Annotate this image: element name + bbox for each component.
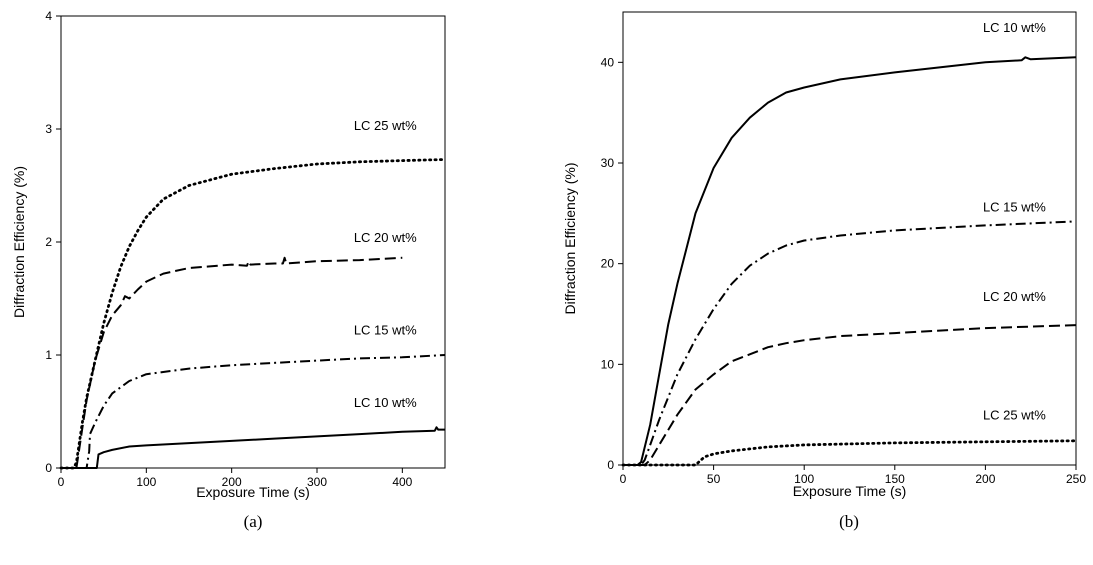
x-tick-label-a: 0 xyxy=(58,475,65,489)
x-tick-label-a: 400 xyxy=(392,475,412,489)
series-label-lc-15-wt-a: LC 15 wt% xyxy=(354,323,417,338)
series-line-lc-25-wt-a xyxy=(59,158,447,470)
panel-label-a: (a) xyxy=(244,512,263,531)
series-label-lc-15-wt-b: LC 15 wt% xyxy=(983,199,1046,214)
x-tick-label-a: 100 xyxy=(136,475,156,489)
x-tick-label-b: 250 xyxy=(1066,472,1086,486)
x-tick-label-a: 300 xyxy=(307,475,327,489)
y-axis-title-b: Diffraction Efficiency (%) xyxy=(562,163,578,315)
series-line-lc-15-wt-b xyxy=(623,220,1077,466)
y-tick-label-b: 10 xyxy=(601,357,615,371)
y-axis-title-a: Diffraction Efficiency (%) xyxy=(11,166,27,318)
plot-frame-b xyxy=(622,11,1077,466)
series-label-lc-25-wt-b: LC 25 wt% xyxy=(983,408,1046,423)
x-tick-label-b: 150 xyxy=(885,472,905,486)
x-tick-label-b: 0 xyxy=(620,472,627,486)
y-tick-label-a: 1 xyxy=(45,348,52,362)
y-tick-label-a: 3 xyxy=(45,122,52,136)
x-tick-label-b: 200 xyxy=(975,472,995,486)
series-line-lc-20-wt-b xyxy=(623,324,1077,466)
x-tick-label-b: 50 xyxy=(707,472,721,486)
series-line-lc-25-wt-b xyxy=(621,439,1078,467)
y-tick-label-a: 0 xyxy=(45,461,52,475)
y-tick-label-b: 0 xyxy=(607,458,614,472)
series-label-lc-10-wt-a: LC 10 wt% xyxy=(354,395,417,410)
series-line-lc-20-wt-a xyxy=(61,256,403,469)
y-tick-label-a: 4 xyxy=(45,9,52,23)
x-axis-title-a: Exposure Time (s) xyxy=(196,484,310,500)
series-line-lc-15-wt-a xyxy=(61,354,446,469)
series-label-lc-20-wt-a: LC 20 wt% xyxy=(354,230,417,245)
series-line-lc-10-wt-a xyxy=(61,426,445,469)
series-label-lc-25-wt-a: LC 25 wt% xyxy=(354,118,417,133)
series-line-lc-10-wt-b xyxy=(623,56,1077,466)
y-tick-label-a: 2 xyxy=(45,235,52,249)
panel-label-b: (b) xyxy=(839,512,859,531)
x-tick-label-b: 100 xyxy=(794,472,814,486)
series-label-lc-20-wt-b: LC 20 wt% xyxy=(983,289,1046,304)
panel-b: 0 50 100 150 200 250 0 10 20 30 40 Exposure Time (s… xyxy=(562,11,1086,531)
series-label-lc-10-wt-b: LC 10 wt% xyxy=(983,20,1046,35)
x-axis-title-b: Exposure Time (s) xyxy=(793,483,907,499)
panel-a: 0 100 200 300 400 0 1 2 3 4 Exposure Time (s) Diffr… xyxy=(11,9,447,531)
y-tick-label-b: 20 xyxy=(601,257,615,271)
x-tick-label-a: 200 xyxy=(222,475,242,489)
y-tick-label-b: 30 xyxy=(601,156,615,170)
y-tick-label-b: 40 xyxy=(601,55,615,69)
